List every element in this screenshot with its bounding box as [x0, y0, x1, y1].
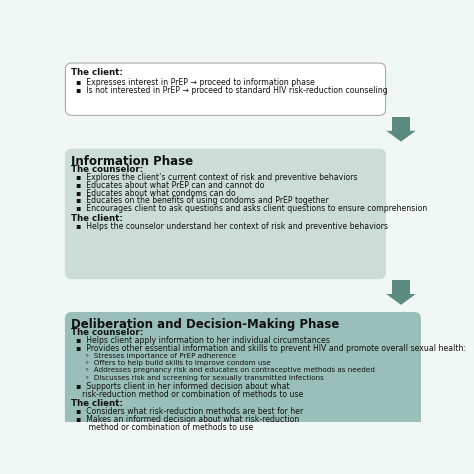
Text: ▪  Educates about what PrEP can and cannot do: ▪ Educates about what PrEP can and canno…: [75, 181, 264, 190]
Text: The counselor:: The counselor:: [71, 164, 143, 173]
Text: ▪  Educates about what condoms can do: ▪ Educates about what condoms can do: [75, 189, 235, 198]
Text: ▪  Encourages client to ask questions and asks client questions to ensure compre: ▪ Encourages client to ask questions and…: [75, 204, 427, 213]
Text: The client:: The client:: [71, 68, 123, 77]
Polygon shape: [392, 117, 410, 131]
FancyBboxPatch shape: [65, 149, 385, 279]
Text: ▪  Makes an informed decision about what risk-reduction: ▪ Makes an informed decision about what …: [75, 415, 299, 424]
Text: Information Phase: Information Phase: [71, 155, 193, 168]
Text: ▪  Explores the client’s current context of risk and preventive behaviors: ▪ Explores the client’s current context …: [75, 173, 357, 182]
Polygon shape: [386, 131, 416, 142]
Text: ▪  Expresses interest in PrEP → proceed to information phase: ▪ Expresses interest in PrEP → proceed t…: [75, 78, 314, 87]
FancyBboxPatch shape: [65, 312, 420, 474]
Text: ▪  Provides other essential information and skills to prevent HIV and promote ov: ▪ Provides other essential information a…: [75, 344, 465, 353]
Text: The client:: The client:: [71, 214, 123, 223]
Polygon shape: [392, 280, 410, 294]
Text: risk-reduction method or combination of methods to use: risk-reduction method or combination of …: [82, 390, 303, 399]
Text: ◦  Stresses importance of PrEP adherence: ◦ Stresses importance of PrEP adherence: [85, 353, 236, 358]
Text: ▪  Helps client apply information to her individual circumstances: ▪ Helps client apply information to her …: [75, 337, 329, 346]
Text: ◦  Offers to help build skills to improve condom use: ◦ Offers to help build skills to improve…: [85, 360, 271, 366]
Text: ▪  Is not interested in PrEP → proceed to standard HIV risk-reduction counseling: ▪ Is not interested in PrEP → proceed to…: [75, 86, 387, 95]
Polygon shape: [386, 294, 416, 305]
FancyBboxPatch shape: [65, 63, 385, 115]
Text: Deliberation and Decision-Making Phase: Deliberation and Decision-Making Phase: [71, 318, 339, 331]
Text: The counselor:: The counselor:: [71, 328, 143, 337]
Text: method or combination of methods to use: method or combination of methods to use: [75, 423, 253, 432]
Text: ▪  Educates on the benefits of using condoms and PrEP together: ▪ Educates on the benefits of using cond…: [75, 196, 328, 205]
Text: ▪  Supports client in her informed decision about what: ▪ Supports client in her informed decisi…: [75, 382, 289, 391]
Text: ▪  Helps the counselor understand her context of risk and preventive behaviors: ▪ Helps the counselor understand her con…: [75, 222, 388, 231]
Text: ◦  Discusses risk and screening for sexually transmitted infections: ◦ Discusses risk and screening for sexua…: [85, 374, 324, 381]
Text: ▪  Considers what risk-reduction methods are best for her: ▪ Considers what risk-reduction methods …: [75, 407, 303, 416]
Text: The client:: The client:: [71, 399, 123, 408]
Text: ◦  Addresses pregnancy risk and educates on contraceptive methods as needed: ◦ Addresses pregnancy risk and educates …: [85, 367, 375, 373]
